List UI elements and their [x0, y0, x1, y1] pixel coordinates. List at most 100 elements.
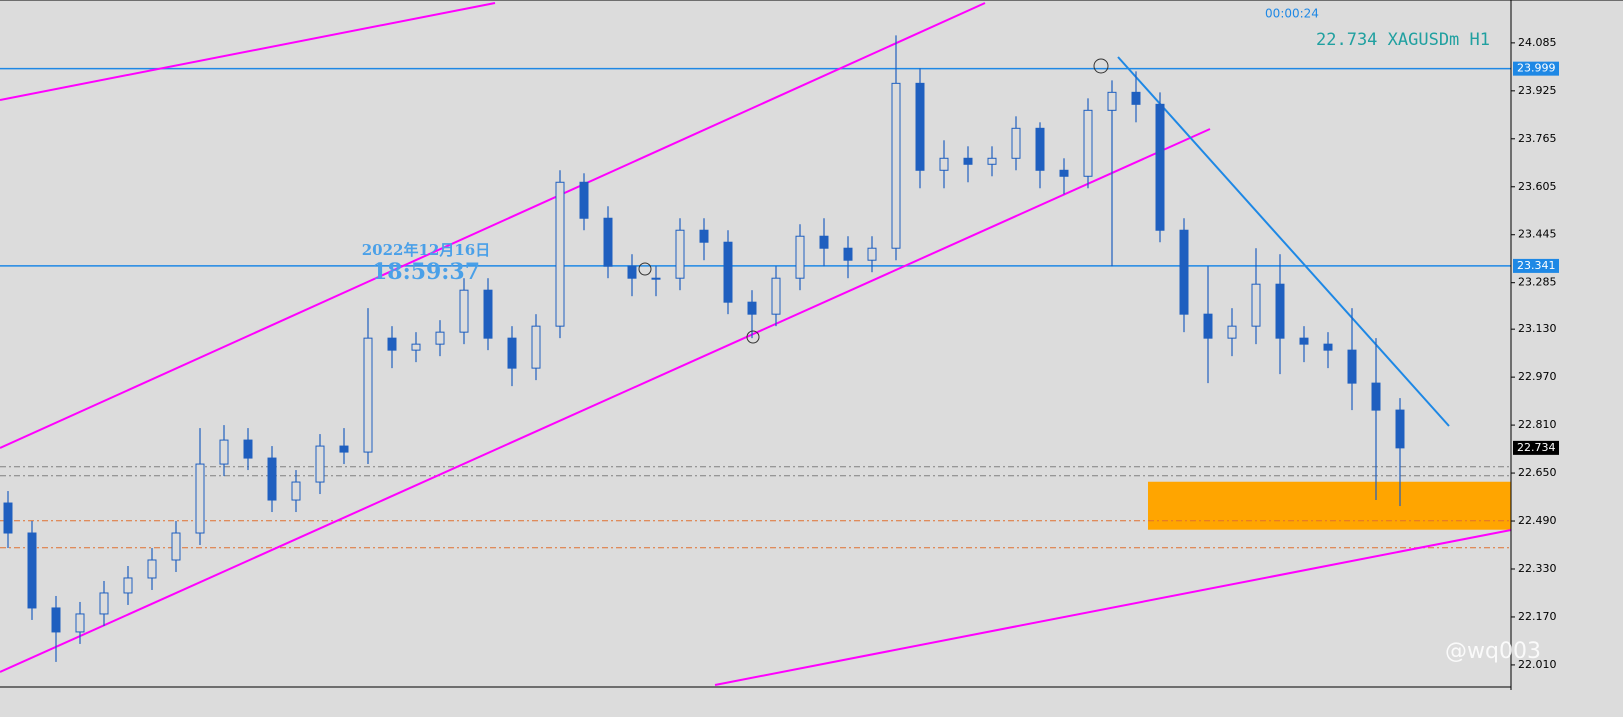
candle-body	[795, 235, 805, 279]
candle-body	[1371, 382, 1381, 411]
candle-body	[747, 301, 757, 315]
candle-body	[1275, 283, 1285, 339]
candle-body	[771, 277, 781, 315]
trend-line	[0, 2, 496, 101]
candle-body	[675, 229, 685, 279]
candle-body	[915, 82, 925, 171]
candle-body	[147, 559, 157, 579]
candle-body	[603, 217, 613, 267]
candle-body	[723, 241, 733, 303]
candle-body	[1179, 229, 1189, 315]
y-tick-label: 22.650	[1518, 466, 1557, 479]
level-box	[1513, 61, 1559, 76]
candle-body	[1323, 343, 1333, 351]
candle-body	[627, 265, 637, 279]
y-tick-label: 23.130	[1518, 322, 1557, 335]
candle-body	[963, 157, 973, 165]
candles-group	[3, 35, 1405, 662]
candle-body	[411, 343, 421, 351]
y-tick-label: 22.970	[1518, 370, 1557, 383]
countdown: 00:00:24	[1265, 7, 1319, 21]
candle-body	[1083, 109, 1093, 177]
candle-body	[1251, 283, 1261, 327]
date-label: 2022年12月16日	[362, 241, 491, 259]
level-label: 23.999	[1517, 62, 1556, 75]
candle-body	[483, 289, 493, 339]
marker	[638, 262, 652, 276]
candle-body	[387, 337, 397, 351]
y-tick-label: 23.765	[1518, 132, 1557, 145]
candle-body	[99, 592, 109, 615]
candle-body	[843, 247, 853, 261]
candle-body	[339, 445, 349, 453]
y-tick-label: 23.925	[1518, 84, 1557, 97]
candle-body	[123, 577, 133, 594]
candle-body	[507, 337, 517, 369]
y-tick-label: 23.605	[1518, 180, 1557, 193]
candle-body	[459, 289, 469, 333]
candle-body	[1155, 103, 1165, 231]
candle-body	[891, 82, 901, 249]
candle-body	[1131, 91, 1141, 105]
candle-body	[1203, 313, 1213, 339]
trend-lines	[0, 2, 1512, 686]
candle-body	[3, 502, 13, 534]
candle-body	[1347, 349, 1357, 384]
symbol-label: 22.734 XAGUSDm H1	[1316, 30, 1490, 50]
marker	[746, 330, 760, 344]
y-tick-label: 22.810	[1518, 418, 1557, 431]
candle-body	[1395, 409, 1405, 449]
candle-body	[987, 157, 997, 165]
y-tick-label: 23.445	[1518, 228, 1557, 241]
zone-group	[1148, 481, 1511, 530]
candle-body	[27, 532, 37, 609]
trend-line	[1117, 56, 1450, 427]
level-box	[1513, 440, 1559, 455]
marker	[1093, 58, 1109, 74]
candle-body	[1107, 91, 1117, 111]
y-tick-label: 22.010	[1518, 658, 1557, 671]
candle-body	[219, 439, 229, 465]
level-box	[1513, 258, 1559, 273]
candle-body	[1299, 337, 1309, 345]
trend-line	[0, 128, 1211, 673]
candle-body	[1227, 325, 1237, 339]
candle-body	[291, 481, 301, 501]
y-tick-label: 22.330	[1518, 562, 1557, 575]
candle-body	[267, 457, 277, 501]
candle-body	[579, 181, 589, 219]
candle-body	[75, 613, 85, 633]
candle-body	[819, 235, 829, 249]
level-label: 22.734	[1517, 441, 1556, 454]
time-label: 18:59:37	[372, 259, 480, 285]
candle-body	[195, 463, 205, 534]
candle-body	[699, 229, 709, 243]
trend-line	[714, 529, 1512, 686]
candle-body	[555, 181, 565, 327]
y-tick-label: 24.085	[1518, 36, 1557, 49]
markers	[638, 58, 1109, 344]
candle-body	[51, 607, 61, 633]
candle-body	[867, 247, 877, 261]
y-tick-label: 22.490	[1518, 514, 1557, 527]
candle-body	[1059, 169, 1069, 177]
candle-body	[171, 532, 181, 561]
candle-body	[1035, 127, 1045, 171]
candle-body	[243, 439, 253, 459]
watermark: @wq003	[1445, 639, 1541, 664]
level-label: 23.341	[1517, 259, 1556, 272]
zone	[1148, 481, 1511, 530]
price-axis: 24.085 23.925 23.765 23.605 23.445 23.285 23.1…	[1511, 36, 1559, 671]
y-tick-label: 23.285	[1518, 276, 1557, 289]
trend-line	[0, 2, 986, 449]
y-tick-label: 22.170	[1518, 610, 1557, 623]
candle-body	[939, 157, 949, 171]
candle-body	[531, 325, 541, 369]
levels-group	[0, 67, 1511, 549]
candle-body	[315, 445, 325, 483]
candle-body	[1011, 127, 1021, 159]
candle-body	[435, 331, 445, 345]
candle-body	[363, 337, 373, 453]
